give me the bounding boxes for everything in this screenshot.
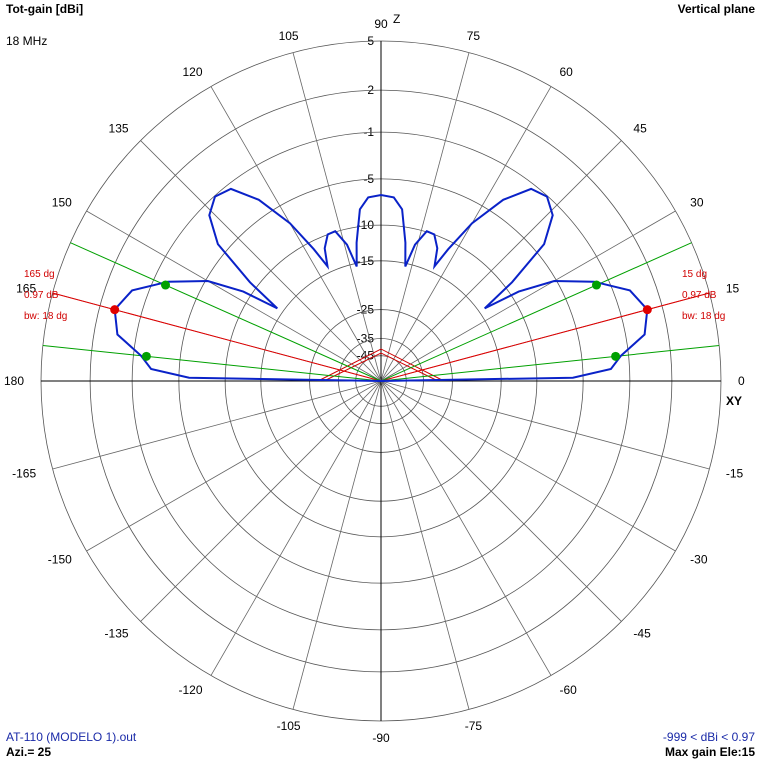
marker-dot bbox=[592, 280, 602, 290]
spoke bbox=[140, 140, 382, 382]
angle-label: -15 bbox=[726, 466, 744, 480]
spoke bbox=[380, 380, 552, 676]
angle-label: 120 bbox=[182, 65, 202, 79]
marker-dot bbox=[110, 305, 120, 315]
angle-label: 60 bbox=[560, 65, 574, 79]
annotation: bw: 18 dg bbox=[24, 311, 67, 322]
pattern-line bbox=[113, 187, 649, 382]
annotation: 0.97 dB bbox=[682, 290, 717, 301]
marker-line bbox=[52, 292, 382, 382]
z-axis-label: Z bbox=[393, 12, 400, 26]
spoke bbox=[210, 380, 382, 676]
spoke bbox=[140, 380, 382, 622]
marker-dot bbox=[611, 351, 621, 361]
frequency: 18 MHz bbox=[6, 34, 47, 48]
r-tick-label: -35 bbox=[357, 332, 375, 346]
marker-dot bbox=[642, 305, 652, 315]
angle-label: 180 bbox=[4, 374, 24, 388]
spoke bbox=[380, 380, 676, 552]
angle-label: 90 bbox=[374, 17, 388, 31]
spoke bbox=[380, 380, 470, 710]
angle-label: -150 bbox=[48, 553, 72, 567]
gain-range: -999 < dBi < 0.97 bbox=[663, 730, 755, 744]
spoke bbox=[380, 86, 552, 382]
angle-label: -60 bbox=[560, 683, 578, 697]
spoke bbox=[380, 380, 710, 470]
annotation: bw: 18 dg bbox=[682, 311, 725, 322]
file-name: AT-110 (MODELO 1).out bbox=[6, 730, 137, 744]
angle-label: -75 bbox=[465, 719, 483, 733]
plane-label: Vertical plane bbox=[678, 2, 756, 16]
marker-dot bbox=[160, 280, 170, 290]
angle-label: 135 bbox=[109, 122, 129, 136]
angle-label: -90 bbox=[372, 731, 390, 745]
spoke bbox=[292, 52, 382, 382]
angle-label: 45 bbox=[633, 122, 647, 136]
angle-label: 105 bbox=[279, 29, 299, 43]
angle-label: -45 bbox=[633, 626, 651, 640]
angle-label: -105 bbox=[277, 719, 301, 733]
angle-label: -120 bbox=[178, 683, 202, 697]
marker-line bbox=[380, 292, 710, 382]
annotation: 15 dg bbox=[682, 269, 707, 280]
max-gain: Max gain Ele:15 bbox=[665, 745, 755, 759]
spoke bbox=[210, 86, 382, 382]
angle-label: 165 bbox=[16, 282, 36, 296]
spoke bbox=[86, 380, 382, 552]
angle-label: 0 bbox=[738, 374, 745, 388]
spoke bbox=[86, 210, 382, 382]
r-tick-label: -15 bbox=[357, 254, 375, 268]
marker-line bbox=[70, 242, 382, 382]
marker-line bbox=[380, 344, 720, 382]
spoke bbox=[52, 380, 382, 470]
angle-label: -135 bbox=[105, 626, 129, 640]
annotation: 0.97 dB bbox=[24, 290, 59, 301]
spoke bbox=[292, 380, 382, 710]
r-tick-label: -25 bbox=[357, 303, 375, 317]
angle-label: -30 bbox=[690, 553, 708, 567]
angle-label: 30 bbox=[690, 196, 704, 210]
angle-label: -165 bbox=[12, 466, 36, 480]
chart-title: Tot-gain [dBi] bbox=[6, 2, 83, 16]
spoke bbox=[380, 52, 470, 382]
angle-label: 15 bbox=[726, 282, 740, 296]
angle-label: 150 bbox=[52, 196, 72, 210]
spoke bbox=[380, 210, 676, 382]
marker-line bbox=[42, 344, 382, 382]
xy-axis-label: XY bbox=[726, 394, 742, 408]
marker-line bbox=[380, 242, 692, 382]
r-tick-label: -10 bbox=[357, 218, 375, 232]
spoke bbox=[380, 140, 622, 382]
annotation: 165 dg bbox=[24, 269, 55, 280]
azimuth: Azi.= 25 bbox=[6, 745, 51, 759]
angle-label: 75 bbox=[467, 29, 481, 43]
marker-dot bbox=[141, 351, 151, 361]
spoke bbox=[380, 380, 622, 622]
